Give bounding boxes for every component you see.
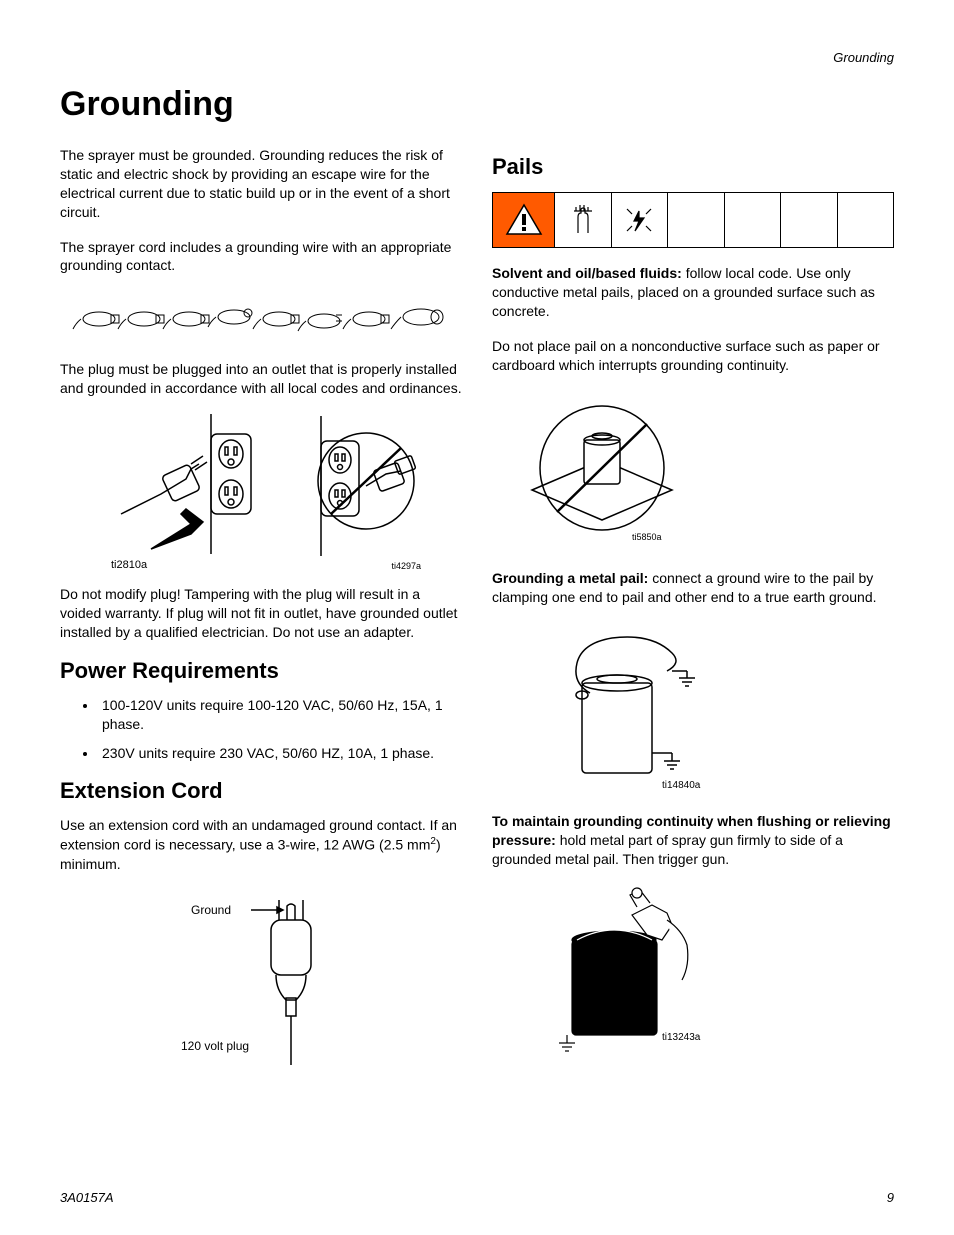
pail-grounding-figure: ti14840a bbox=[492, 623, 894, 798]
power-requirements-list: 100-120V units require 100-120 VAC, 50/6… bbox=[60, 696, 462, 763]
ground-label: Ground bbox=[191, 903, 231, 917]
pails-paragraph-3: Grounding a metal pail: connect a ground… bbox=[492, 569, 894, 607]
intro-paragraph-2: The sprayer cord includes a grounding wi… bbox=[60, 238, 462, 276]
paragraph-4: Do not modify plug! Tampering with the p… bbox=[60, 585, 462, 642]
page-title: Grounding bbox=[60, 85, 894, 124]
extension-plug-figure: Ground 120 volt plug bbox=[60, 890, 462, 1075]
fig-caption-ti2810a: ti2810a bbox=[91, 559, 261, 571]
volt-plug-label: 120 volt plug bbox=[181, 1039, 249, 1053]
right-column: Pails Solvent and oil/based fluids: foll… bbox=[492, 146, 894, 1089]
fig-caption-ti5850a: ti5850a bbox=[632, 532, 662, 542]
warning-icon-strip bbox=[492, 192, 894, 248]
fig-caption-ti13243a: ti13243a bbox=[662, 1032, 701, 1043]
pails-paragraph-4: To maintain grounding continuity when fl… bbox=[492, 812, 894, 869]
outlet-plug-figure: ti2810a bbox=[60, 414, 462, 571]
hand-hazard-icon-cell bbox=[555, 193, 612, 247]
intro-paragraph-1: The sprayer must be grounded. Grounding … bbox=[60, 146, 462, 222]
power-bullet-2: 230V units require 230 VAC, 50/60 HZ, 10… bbox=[98, 744, 462, 763]
pail-prohibited-figure: ti5850a bbox=[492, 390, 894, 555]
empty-cell-2 bbox=[725, 193, 782, 247]
power-requirements-heading: Power Requirements bbox=[60, 658, 462, 684]
footer-doc-id: 3A0157A bbox=[60, 1190, 114, 1205]
empty-cell-4 bbox=[838, 193, 894, 247]
pails-paragraph-2: Do not place pail on a nonconductive sur… bbox=[492, 337, 894, 375]
left-column: The sprayer must be grounded. Grounding … bbox=[60, 146, 462, 1089]
fig-caption-ti4297a: ti4297a bbox=[281, 561, 431, 571]
content-columns: The sprayer must be grounded. Grounding … bbox=[60, 146, 894, 1089]
spark-hazard-icon-cell bbox=[612, 193, 669, 247]
pail-gun-figure: ti13243a bbox=[492, 885, 894, 1060]
plug-types-figure bbox=[60, 291, 462, 346]
header-section-label: Grounding bbox=[833, 50, 894, 65]
pails-heading: Pails bbox=[492, 154, 894, 180]
paragraph-3: The plug must be plugged into an outlet … bbox=[60, 360, 462, 398]
extension-cord-heading: Extension Cord bbox=[60, 778, 462, 804]
fig-caption-ti14840a: ti14840a bbox=[662, 780, 701, 791]
empty-cell-1 bbox=[668, 193, 725, 247]
page-footer: 3A0157A 9 bbox=[60, 1190, 894, 1205]
footer-page-number: 9 bbox=[887, 1190, 894, 1205]
empty-cell-3 bbox=[781, 193, 838, 247]
power-bullet-1: 100-120V units require 100-120 VAC, 50/6… bbox=[98, 696, 462, 734]
pails-paragraph-1: Solvent and oil/based fluids: follow loc… bbox=[492, 264, 894, 321]
warning-triangle-cell bbox=[493, 193, 555, 247]
extension-cord-paragraph: Use an extension cord with an undamaged … bbox=[60, 816, 462, 873]
